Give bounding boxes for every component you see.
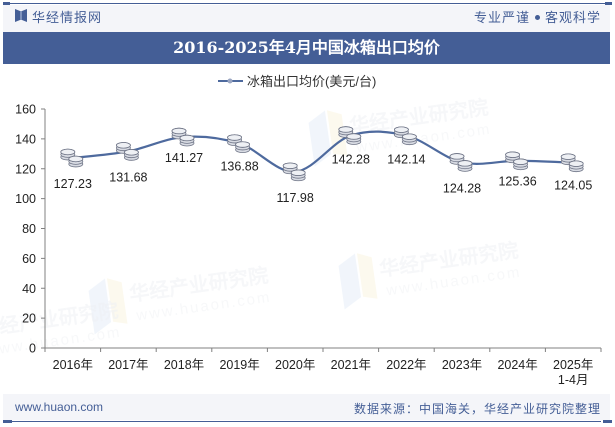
coin-stack-marker-icon [171,127,195,147]
x-tick-label: 2018年 [164,358,204,372]
x-tick-label: 2023年 [442,358,482,372]
data-label: 141.27 [165,151,203,165]
coin-stack-marker-icon [449,153,473,172]
coin-stack-marker-icon [227,134,251,153]
top-rule-cap-right [605,2,612,5]
x-tick-label: 2017年 [108,358,148,372]
coin-stack-marker-icon [560,153,584,173]
slogan: 专业严谨 客观科学 [474,7,601,26]
coin-stack-marker-icon [60,148,84,168]
x-tick-label: 2021年 [331,358,371,372]
coin-stack-marker-icon [505,151,528,171]
chart-title: 2016-2025年4月中国冰箱出口均价 [3,32,610,64]
top-rule [5,3,609,4]
top-rule-cap-left [3,2,10,5]
data-label: 124.28 [443,181,481,195]
x-tick-label: 2020年 [275,358,315,372]
data-label: 124.05 [554,179,592,193]
data-label: 127.23 [54,177,92,191]
data-label: 136.88 [220,160,258,174]
slogan-left: 专业严谨 [473,11,530,26]
coin-stack-marker-icon [338,126,362,145]
x-tick-label: 2016年 [53,358,93,372]
x-tick-label: 2019年 [219,358,259,372]
bullet-dot-icon [534,15,540,20]
legend-marker-icon [227,78,233,84]
y-tick-label: 20 [22,312,36,326]
bottom-rule-cap-left [3,420,12,423]
y-tick-label: 140 [15,132,36,146]
coin-stack-marker-icon [116,142,139,161]
data-label: 142.14 [387,153,425,167]
data-source-note: 数据来源：中国海关，华经产业研究院整理 [353,402,601,416]
legend: 冰箱出口均价(美元/台) [218,74,376,89]
top-bar [3,5,610,32]
y-tick-label: 0 [29,342,36,356]
brand-name: 华经情报网 [32,11,103,26]
data-label: 125.36 [498,175,536,189]
data-label: 142.28 [332,152,370,166]
coin-stack-marker-icon [282,162,306,182]
brand-logo-icon [15,9,27,22]
footer-bar [3,394,610,420]
y-tick-label: 120 [15,162,36,176]
y-tick-label: 100 [15,192,36,206]
coin-stack-marker-icon [393,126,417,146]
x-tick-label: 2022年 [386,358,426,372]
data-label: 131.68 [109,170,147,184]
data-label: 117.98 [277,191,314,205]
bottom-rule-cap-right [603,420,612,423]
x-tick-label: 2024年 [497,358,537,372]
bottom-rule [5,421,601,422]
footer-url-link[interactable]: www.huaon.com [15,400,104,414]
y-tick-label: 40 [22,282,36,296]
x-tick-label: 2025年 [553,358,593,372]
slogan-right: 客观科学 [544,11,601,26]
x-tick-label: 1-4月 [558,373,589,386]
y-tick-label: 60 [22,252,36,266]
legend-label: 冰箱出口均价(美元/台) [247,74,376,89]
y-tick-label: 160 [15,103,36,117]
y-tick-label: 80 [22,222,36,236]
series-line [72,130,574,173]
